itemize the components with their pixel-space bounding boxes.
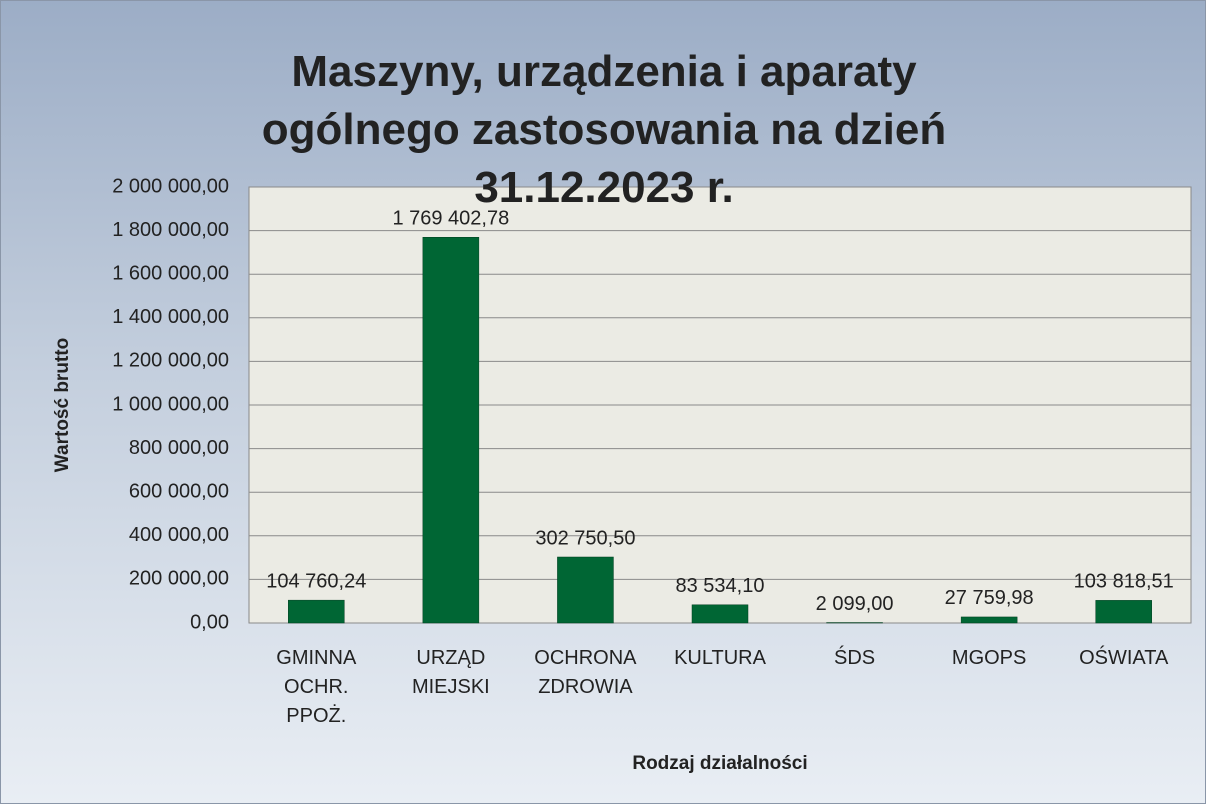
y-tick-label: 600 000,00 — [129, 480, 229, 502]
bar — [422, 237, 480, 624]
y-tick-label: 1 000 000,00 — [112, 393, 229, 415]
y-tick-label: 1 800 000,00 — [112, 219, 229, 241]
x-axis-title: Rodzaj działalności — [632, 753, 808, 774]
x-tick-label: GMINNA OCHR. PPOŻ. — [276, 647, 357, 727]
y-tick-label: 2 000 000,00 — [112, 175, 229, 197]
data-label: 27 759,98 — [945, 587, 1034, 609]
y-tick-label: 1 400 000,00 — [112, 306, 229, 328]
bar — [691, 604, 749, 624]
y-axis-title: Wartość brutto — [52, 338, 73, 472]
chart-title: Maszyny, urządzenia i aparaty ogólnego z… — [261, 47, 947, 212]
x-tick-label: MGOPS — [951, 647, 1027, 669]
y-tick-label: 1 200 000,00 — [112, 350, 229, 372]
data-label: 1 769 402,78 — [392, 208, 509, 230]
data-label: 83 534,10 — [676, 575, 765, 597]
x-tick-label: ŚDS — [834, 647, 876, 669]
y-tick-label: 0,00 — [190, 611, 229, 633]
y-tick-label: 1 600 000,00 — [112, 262, 229, 284]
data-label: 302 750,50 — [535, 527, 635, 549]
x-tick-label: URZĄD MIEJSKI — [411, 647, 490, 698]
bar — [557, 556, 614, 624]
data-label: 2 099,00 — [816, 593, 894, 615]
x-tick-label: OŚWIATA — [1079, 647, 1169, 669]
y-tick-label: 400 000,00 — [129, 524, 229, 546]
data-label: 104 760,24 — [266, 570, 366, 592]
y-tick-label: 200 000,00 — [129, 568, 229, 590]
x-tick-label: KULTURA — [674, 647, 766, 669]
data-label: 103 818,51 — [1074, 571, 1174, 593]
bar — [960, 616, 1018, 624]
x-tick-label: OCHRONA ZDROWIA — [534, 647, 637, 698]
bar — [288, 599, 345, 624]
bar — [1095, 600, 1152, 624]
y-tick-label: 800 000,00 — [129, 437, 229, 459]
